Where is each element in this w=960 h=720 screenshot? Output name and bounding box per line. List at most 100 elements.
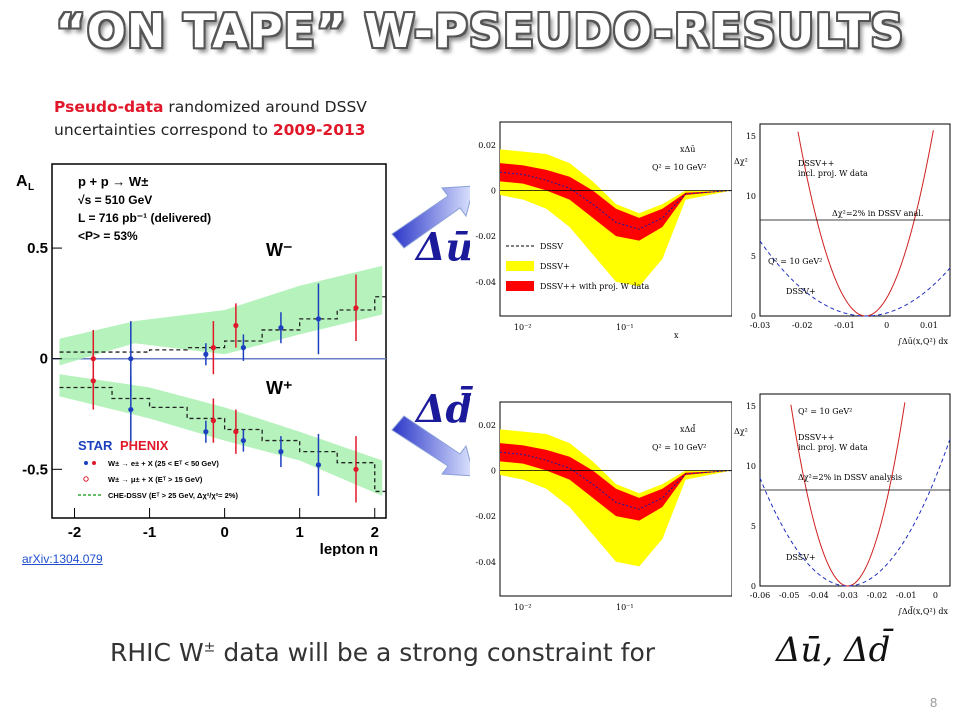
header-process: p + p → W± bbox=[78, 174, 148, 189]
x-tick-label: -2 bbox=[68, 524, 81, 541]
y-tick-label: 0 bbox=[491, 186, 496, 195]
x-tick-label: 0 bbox=[220, 524, 228, 541]
band-annotation: xΔd̄ bbox=[680, 424, 696, 434]
band-q2: Q² = 10 GeV² bbox=[652, 163, 706, 172]
y-tick-label: 0 bbox=[751, 312, 756, 321]
y-tick-label: 10 bbox=[746, 462, 756, 471]
chi2-ylabel: Δχ² bbox=[734, 427, 748, 436]
central-curve bbox=[499, 171, 733, 230]
x-tick-label: 10⁻² bbox=[514, 323, 532, 332]
legend-row3: CHE-DSSV (Eᵀ > 25 GeV, Δχ²/χ²= 2%) bbox=[108, 491, 238, 500]
chi2-xlabel: ∫Δū(x,Q²) dx bbox=[898, 337, 949, 346]
wminus-theory-curve bbox=[59, 296, 386, 353]
x-tick-label: -1 bbox=[143, 524, 156, 541]
x-tick-label: -0.03 bbox=[837, 591, 858, 600]
arxiv-link[interactable]: arXiv:1304.079 bbox=[22, 552, 103, 566]
wplus-label: W⁺ bbox=[266, 378, 293, 398]
conclusion-text: RHIC W± data will be a strong constraint… bbox=[110, 638, 655, 667]
chi2-label: incl. proj. W data bbox=[798, 443, 868, 452]
phenix-wplus-point bbox=[353, 466, 359, 472]
legend-star: STAR bbox=[78, 438, 113, 453]
star-wplus-point bbox=[240, 437, 246, 444]
legend-phenix: PHENIX bbox=[120, 438, 169, 453]
x-tick-label: -0.04 bbox=[808, 591, 829, 600]
legend-dssv: DSSV bbox=[540, 242, 563, 251]
legend-dssvpp-marker bbox=[506, 281, 534, 291]
y-axis-label: A bbox=[16, 173, 28, 190]
legend-dssvplus: DSSV+ bbox=[540, 262, 570, 271]
y-tick-label: 0 bbox=[40, 351, 48, 368]
star-wplus-point bbox=[315, 462, 322, 468]
y-tick-label: 0.02 bbox=[478, 141, 496, 150]
y-tick-label: -0.04 bbox=[475, 558, 496, 567]
x-axis-label: lepton η bbox=[320, 541, 378, 556]
x-tick-label: 0 bbox=[933, 591, 938, 600]
x-tick-label: 10⁻² bbox=[514, 603, 532, 611]
inner-band bbox=[500, 163, 732, 241]
wminus-theory-band bbox=[59, 265, 383, 366]
chi2-label: DSSV++ bbox=[798, 159, 834, 168]
dbar-chi2-panel: 15 10 5 0 -0.06 -0.05 -0.04 -0.03 -0.02 -0.01 0 Δχ²… bbox=[732, 388, 957, 620]
y-tick-label: 0.5 bbox=[27, 240, 48, 257]
star-wminus-point bbox=[203, 351, 209, 357]
phenix-wplus-point bbox=[210, 418, 216, 424]
legend-row2: W± → μ± + X (Eᵀ > 15 GeV) bbox=[108, 475, 203, 484]
x-tick-label: 0 bbox=[884, 321, 889, 330]
y-tick-label: 10 bbox=[746, 192, 756, 201]
star-wminus-point bbox=[128, 356, 134, 362]
star-wplus-point bbox=[128, 406, 134, 413]
y-tick-label: 15 bbox=[746, 402, 756, 411]
note-line1: randomized around DSSV bbox=[163, 98, 367, 116]
phenix-wminus-point bbox=[210, 345, 216, 351]
header-lumi: L = 716 pb⁻¹ (delivered) bbox=[78, 211, 211, 225]
legend-dssvplus-marker bbox=[506, 261, 534, 271]
y-tick-label: -0.5 bbox=[22, 461, 48, 478]
chi2-label: Q² = 10 GeV² bbox=[798, 407, 852, 416]
star-wminus-point bbox=[240, 345, 246, 351]
phenix-wplus-point bbox=[233, 429, 239, 435]
x-tick-label: 0.01 bbox=[920, 321, 938, 330]
pseudo-data-note: Pseudo-data randomized around DSSV uncer… bbox=[54, 96, 367, 142]
upper-arrow-label: Δū bbox=[414, 224, 473, 269]
y-tick-label: 15 bbox=[746, 132, 756, 141]
legend-dssvpp: DSSV++ with proj. W data bbox=[540, 282, 649, 291]
ubar-band-panel: 0.02 0 -0.02 -0.04 10⁻² 10⁻¹ x xΔū Q² = 10 GeV² D… bbox=[470, 116, 740, 346]
x-tick-label: -0.05 bbox=[779, 591, 800, 600]
y-tick-label: 5 bbox=[751, 522, 756, 531]
y-tick-label: 0 bbox=[491, 466, 496, 475]
conclusion-sup: ± bbox=[203, 639, 216, 656]
band-annotation: xΔū bbox=[680, 145, 695, 154]
lower-arrow-icon bbox=[391, 415, 475, 477]
chi2-ylabel: Δχ² bbox=[734, 157, 748, 166]
y-tick-label: -0.04 bbox=[475, 278, 496, 287]
dssvplus-curve bbox=[759, 438, 951, 587]
y-axis-label-sub: L bbox=[28, 182, 34, 193]
y-tick-label: -0.02 bbox=[475, 232, 496, 241]
note-line2: uncertainties correspond to bbox=[54, 121, 273, 139]
legend-phenix-marker bbox=[92, 461, 96, 465]
band-q2: Q² = 10 GeV² bbox=[652, 443, 706, 452]
y-tick-label: -0.02 bbox=[475, 512, 496, 521]
note-years: 2009-2013 bbox=[272, 121, 366, 139]
inner-band bbox=[500, 443, 732, 521]
conclusion-part1: RHIC W bbox=[110, 638, 204, 667]
dssvplus-curve bbox=[759, 240, 951, 317]
star-wminus-point bbox=[315, 316, 322, 322]
x-tick-label: 10⁻¹ bbox=[616, 323, 634, 332]
phenix-wminus-point bbox=[233, 322, 239, 329]
star-wminus-point bbox=[278, 325, 284, 331]
header-pol: <P> = 53% bbox=[78, 229, 138, 243]
header-sqrts: √s = 510 GeV bbox=[78, 193, 152, 207]
page-title: “ON TAPE” W-PSEUDO-RESULTS bbox=[55, 4, 905, 58]
wplus-theory-band bbox=[59, 374, 383, 496]
y-tick-label: 0.02 bbox=[478, 421, 496, 430]
chi2-label: DSSV+ bbox=[786, 287, 816, 296]
phenix-wplus-point bbox=[90, 378, 96, 384]
chi2-label: Δχ²=2% in DSSV anal. bbox=[832, 209, 923, 218]
dssvpp-curve bbox=[790, 402, 906, 587]
legend-muon-marker bbox=[83, 476, 89, 482]
wminus-label: W⁻ bbox=[266, 240, 293, 260]
ubar-chi2-panel: 15 10 5 0 -0.03 -0.02 -0.01 0 0.01 Δχ² ∫Δū(x,Q²) d… bbox=[732, 118, 957, 360]
chi2-label: incl. proj. W data bbox=[798, 169, 868, 178]
